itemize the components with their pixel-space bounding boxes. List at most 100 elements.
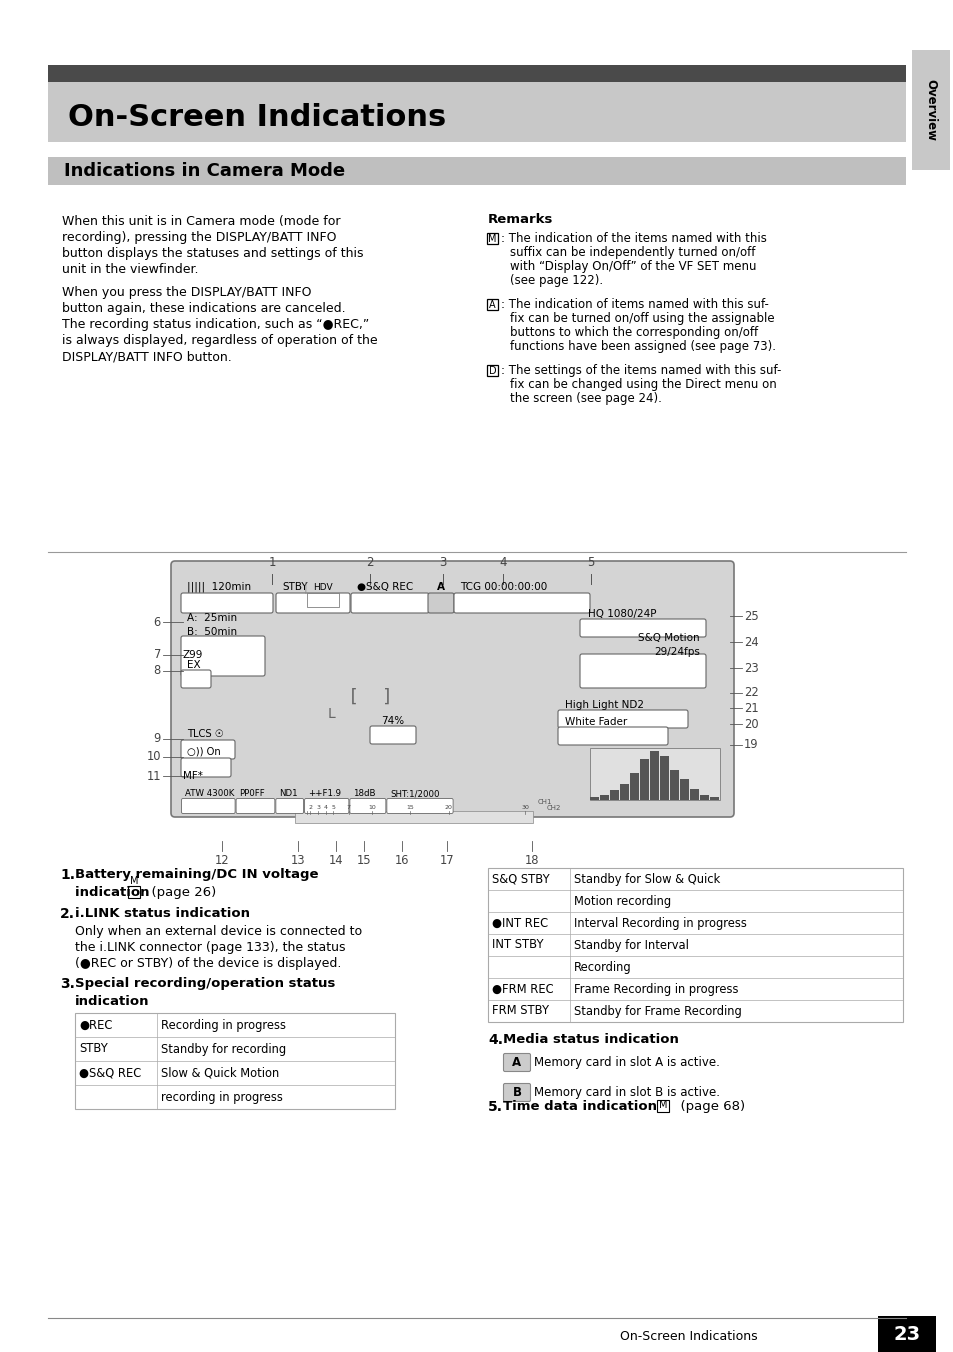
Bar [877,1315,935,1352]
Text: STBY: STBY [79,1042,108,1056]
Text: 7: 7 [153,649,161,661]
Text: Recording in progress: Recording in progress [161,1018,286,1032]
Text: suffix can be independently turned on/off: suffix can be independently turned on/of… [510,246,755,260]
Text: M: M [131,876,138,886]
Text: 21: 21 [743,702,758,714]
Text: Time data indication: Time data indication [502,1101,665,1113]
Text: 74%: 74% [381,717,404,726]
Text: (page 26): (page 26) [143,886,216,899]
Text: Memory card in slot B is active.: Memory card in slot B is active. [534,1086,720,1099]
FancyBboxPatch shape [235,799,274,814]
Text: ]: ] [381,688,393,706]
Text: TCG 00:00:00:00: TCG 00:00:00:00 [459,581,547,592]
Text: The recording status indication, such as “●REC,”: The recording status indication, such as… [62,318,369,331]
FancyBboxPatch shape [181,635,265,676]
Text: STBY: STBY [282,581,307,592]
Text: is always displayed, regardless of operation of the: is always displayed, regardless of opera… [62,334,377,347]
FancyBboxPatch shape [370,726,416,744]
Text: D: D [488,365,496,376]
Text: Only when an external device is connected to: Only when an external device is connecte… [75,925,362,938]
Text: S&Q Motion: S&Q Motion [638,633,700,644]
Text: 3.: 3. [60,977,74,991]
Text: [: [ [348,688,358,706]
Text: with “Display On/Off” of the VF SET menu: with “Display On/Off” of the VF SET menu [510,260,756,273]
Text: Battery remaining/DC IN voltage: Battery remaining/DC IN voltage [75,868,318,882]
Bar [488,868,902,1022]
FancyBboxPatch shape [387,799,453,814]
Text: Special recording/operation status: Special recording/operation status [75,977,335,990]
Text: : The indication of the items named with this: : The indication of the items named with… [500,233,766,245]
FancyBboxPatch shape [181,799,234,814]
Text: DISPLAY/BATT INFO button.: DISPLAY/BATT INFO button. [62,350,232,362]
Text: 24: 24 [743,635,758,649]
Text: ●FRM REC: ●FRM REC [492,983,553,995]
Text: 20: 20 [743,718,758,730]
Text: 20: 20 [444,804,452,810]
Text: L: L [328,707,335,721]
Text: A: A [489,300,496,310]
Text: EX: EX [187,660,200,671]
Bar [629,772,639,800]
FancyBboxPatch shape [558,710,687,727]
FancyBboxPatch shape [579,654,705,688]
Text: M: M [659,1101,667,1110]
Bar [589,748,720,800]
Text: When you press the DISPLAY/BATT INFO: When you press the DISPLAY/BATT INFO [62,287,312,299]
Text: ●INT REC: ●INT REC [492,917,548,930]
Text: ●REC: ●REC [79,1018,112,1032]
Text: White Fader: White Fader [564,717,626,727]
Text: HQ 1080/24P: HQ 1080/24P [587,608,656,619]
Bar [48,65,905,82]
Text: 15: 15 [356,854,371,867]
Text: 5: 5 [587,556,594,569]
Text: Z99: Z99 [183,650,203,660]
FancyBboxPatch shape [181,594,273,612]
FancyBboxPatch shape [275,594,350,612]
FancyBboxPatch shape [503,1053,530,1072]
Text: Standby for recording: Standby for recording [161,1042,286,1056]
Text: button again, these indications are canceled.: button again, these indications are canc… [62,301,345,315]
Text: 18dB: 18dB [353,790,375,799]
Text: │: │ [303,581,309,594]
Bar [609,791,618,800]
Bar [669,769,679,800]
Text: High Light ND2: High Light ND2 [564,700,643,710]
Text: 4: 4 [498,556,506,569]
Text: 9: 9 [153,733,161,745]
Text: Motion recording: Motion recording [574,895,670,907]
Text: 10: 10 [368,804,375,810]
Text: fix can be turned on/off using the assignable: fix can be turned on/off using the assig… [510,312,774,324]
Text: M: M [488,234,497,243]
Text: buttons to which the corresponding on/off: buttons to which the corresponding on/of… [510,326,758,339]
Bar [639,758,649,800]
Text: 2: 2 [308,804,312,810]
Bar [659,756,669,800]
Text: 2.: 2. [60,907,75,921]
Text: 15: 15 [406,804,414,810]
FancyBboxPatch shape [454,594,589,612]
Bar [911,50,949,170]
Text: 18: 18 [524,854,538,867]
FancyBboxPatch shape [486,299,497,311]
Text: (see page 122).: (see page 122). [510,274,602,287]
Text: On-Screen Indications: On-Screen Indications [68,104,446,132]
Text: Media status indication: Media status indication [502,1033,679,1046]
Text: 1: 1 [268,556,275,569]
Text: INT STBY: INT STBY [492,938,543,952]
Bar [619,784,629,800]
Text: ND1: ND1 [279,790,297,799]
Text: HDV: HDV [313,584,333,592]
Bar [700,795,709,800]
Text: ATW 4300K: ATW 4300K [185,790,234,799]
Text: B:  50min: B: 50min [187,627,237,637]
FancyBboxPatch shape [486,233,497,245]
FancyBboxPatch shape [503,1083,530,1102]
Text: (●REC or STBY) of the device is displayed.: (●REC or STBY) of the device is displaye… [75,957,341,969]
Bar [649,750,659,800]
Text: Frame Recording in progress: Frame Recording in progress [574,983,738,995]
Text: 29/24fps: 29/24fps [654,648,700,657]
Bar [48,157,905,185]
Text: 30: 30 [521,804,529,810]
Text: Standby for Frame Recording: Standby for Frame Recording [574,1005,741,1018]
Text: 14: 14 [329,854,343,867]
